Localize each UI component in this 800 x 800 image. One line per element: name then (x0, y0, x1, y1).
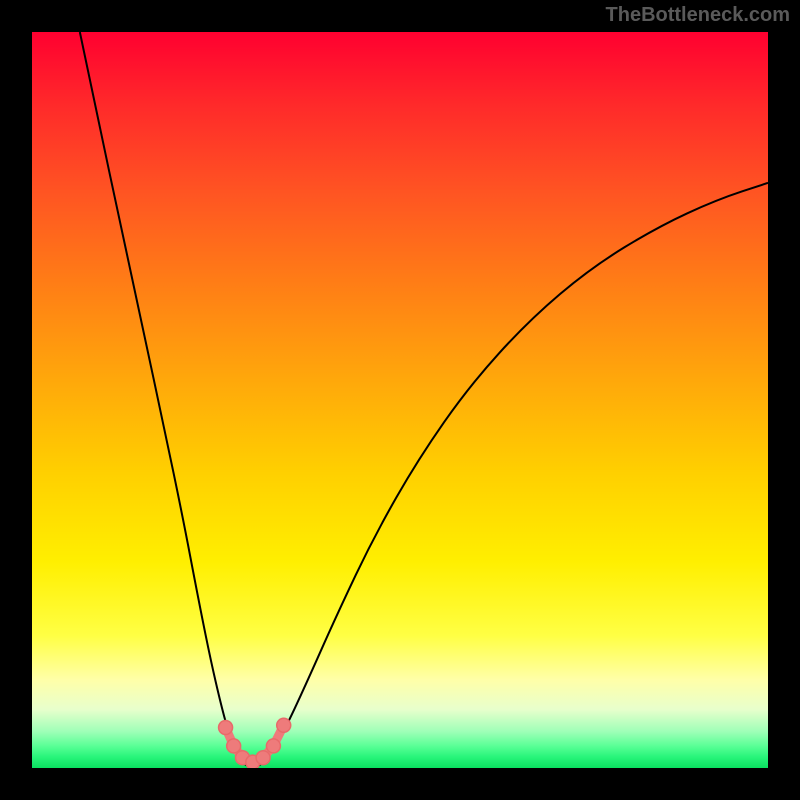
marker-dot (227, 739, 241, 753)
main-curve (80, 32, 768, 767)
watermark-text: TheBottleneck.com (606, 4, 790, 27)
marker-dot (266, 739, 280, 753)
marker-group (219, 718, 291, 769)
marker-dot (219, 721, 233, 735)
marker-dot (256, 751, 270, 765)
curve-overlay (0, 0, 800, 800)
marker-dot (277, 718, 291, 732)
chart-frame: TheBottleneck.com (0, 0, 800, 800)
